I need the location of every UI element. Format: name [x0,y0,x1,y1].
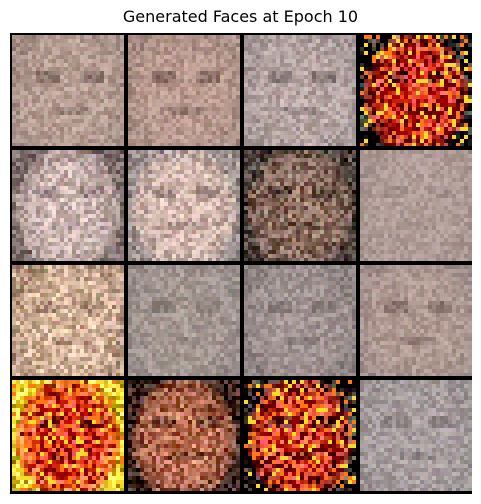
face-image [244,265,356,376]
face-image [244,35,356,146]
generated-face-tile [12,380,124,491]
generated-faces-grid [10,33,472,494]
generated-face-tile [128,265,240,376]
generated-face-tile [244,150,356,261]
face-image [128,150,240,261]
generated-face-tile [12,35,124,146]
generated-face-tile [360,35,472,146]
face-image [12,35,124,146]
face-image [128,265,240,376]
generated-face-tile [244,265,356,376]
face-image [12,150,124,261]
generated-face-tile [128,35,240,146]
generated-face-tile [12,265,124,376]
face-image [360,150,472,261]
generated-face-tile [360,265,472,376]
generated-face-tile [128,150,240,261]
face-image [360,380,472,491]
face-image [12,380,124,491]
generated-face-tile [360,150,472,261]
figure-title: Generated Faces at Epoch 10 [122,7,359,26]
generated-face-tile [244,380,356,491]
generated-face-tile [128,380,240,491]
generated-face-tile [244,35,356,146]
face-image [244,380,356,491]
generated-face-tile [360,380,472,491]
face-image [128,35,240,146]
face-image [244,150,356,261]
face-image [360,35,472,146]
face-image [12,265,124,376]
face-image [128,380,240,491]
generated-face-tile [12,150,124,261]
face-image [360,265,472,376]
